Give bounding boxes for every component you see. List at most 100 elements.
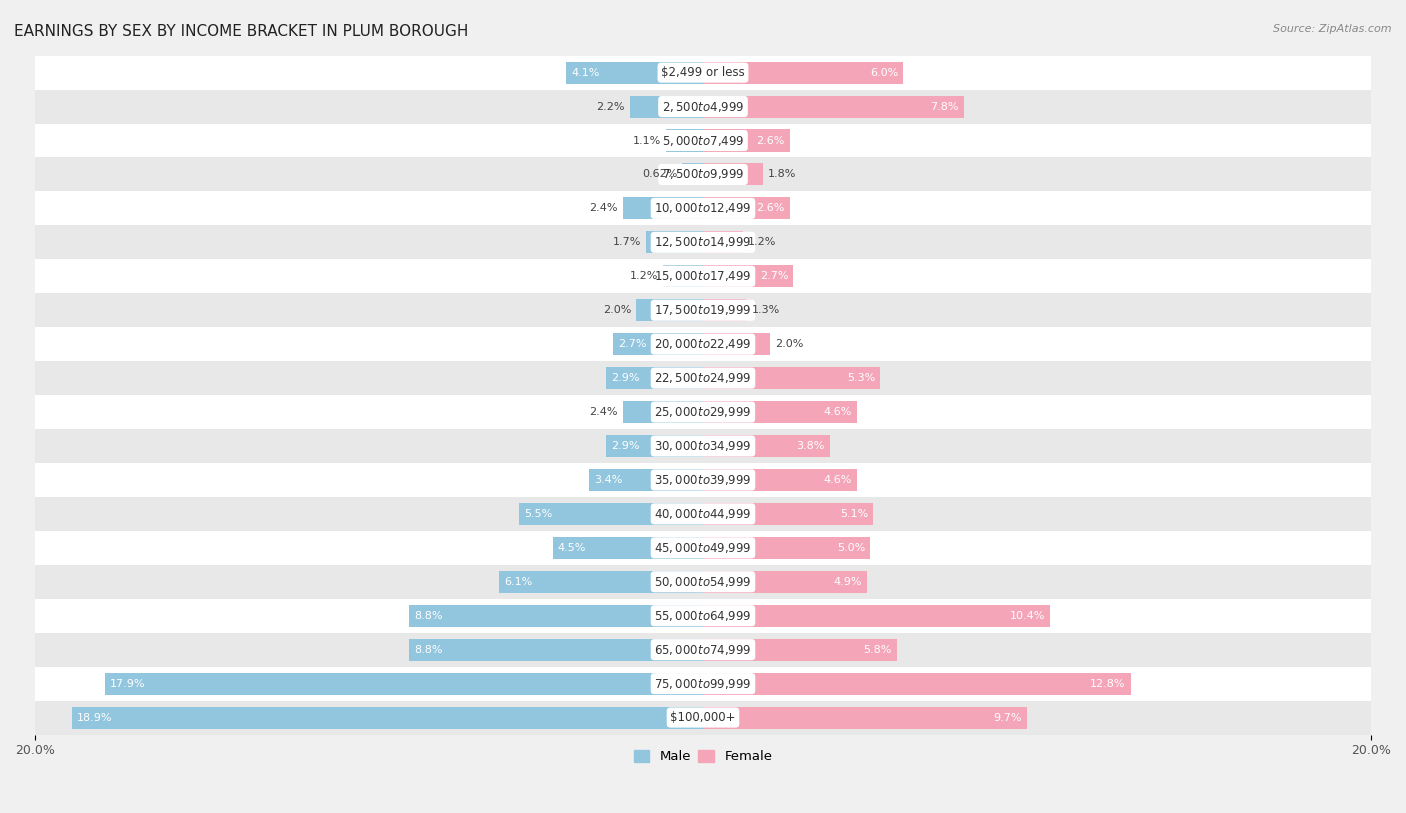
Text: 5.5%: 5.5% [524, 509, 553, 519]
Bar [703, 163, 763, 185]
Text: $20,000 to $22,499: $20,000 to $22,499 [654, 337, 752, 351]
Bar [589, 469, 703, 491]
Bar [703, 605, 1050, 627]
Bar [703, 198, 790, 220]
Bar [703, 299, 747, 321]
Text: 7.8%: 7.8% [929, 102, 959, 111]
Bar [35, 124, 1371, 158]
Text: $30,000 to $34,999: $30,000 to $34,999 [654, 439, 752, 453]
Bar [35, 327, 1371, 361]
Bar [35, 395, 1371, 429]
Bar [703, 672, 1130, 694]
Bar [35, 158, 1371, 191]
Bar [636, 299, 703, 321]
Bar [35, 259, 1371, 293]
Bar [499, 571, 703, 593]
Bar [703, 639, 897, 661]
Text: $10,000 to $12,499: $10,000 to $12,499 [654, 202, 752, 215]
Bar [623, 401, 703, 423]
Bar [409, 605, 703, 627]
Bar [703, 129, 790, 151]
Text: 4.5%: 4.5% [558, 543, 586, 553]
Bar [703, 333, 770, 355]
Bar [567, 62, 703, 84]
Text: $2,499 or less: $2,499 or less [661, 66, 745, 79]
Bar [105, 672, 703, 694]
Text: $22,500 to $24,999: $22,500 to $24,999 [654, 371, 752, 385]
Legend: Male, Female: Male, Female [628, 745, 778, 768]
Text: $15,000 to $17,499: $15,000 to $17,499 [654, 269, 752, 283]
Text: EARNINGS BY SEX BY INCOME BRACKET IN PLUM BOROUGH: EARNINGS BY SEX BY INCOME BRACKET IN PLU… [14, 24, 468, 39]
Bar [35, 701, 1371, 734]
Text: $5,000 to $7,499: $5,000 to $7,499 [662, 133, 744, 147]
Bar [519, 503, 703, 525]
Bar [35, 89, 1371, 124]
Text: 4.6%: 4.6% [824, 475, 852, 485]
Text: 2.4%: 2.4% [589, 407, 617, 417]
Text: $25,000 to $29,999: $25,000 to $29,999 [654, 405, 752, 419]
Text: 2.6%: 2.6% [756, 203, 785, 213]
Text: $17,500 to $19,999: $17,500 to $19,999 [654, 303, 752, 317]
Text: 17.9%: 17.9% [110, 679, 146, 689]
Text: 0.62%: 0.62% [643, 169, 678, 180]
Bar [703, 571, 866, 593]
Bar [613, 333, 703, 355]
Text: 1.2%: 1.2% [748, 237, 776, 247]
Text: 2.7%: 2.7% [617, 339, 647, 349]
Text: 5.8%: 5.8% [863, 645, 891, 654]
Bar [666, 129, 703, 151]
Bar [703, 706, 1026, 728]
Bar [647, 232, 703, 254]
Text: $2,500 to $4,999: $2,500 to $4,999 [662, 99, 744, 114]
Text: 3.4%: 3.4% [595, 475, 623, 485]
Text: Source: ZipAtlas.com: Source: ZipAtlas.com [1274, 24, 1392, 34]
Text: $35,000 to $39,999: $35,000 to $39,999 [654, 473, 752, 487]
Text: $65,000 to $74,999: $65,000 to $74,999 [654, 642, 752, 657]
Text: 5.1%: 5.1% [841, 509, 869, 519]
Text: 2.9%: 2.9% [612, 373, 640, 383]
Text: 2.2%: 2.2% [596, 102, 624, 111]
Bar [35, 463, 1371, 497]
Bar [35, 497, 1371, 531]
Text: 1.3%: 1.3% [751, 305, 780, 315]
Text: 8.8%: 8.8% [413, 645, 443, 654]
Text: $7,500 to $9,999: $7,500 to $9,999 [662, 167, 744, 181]
Bar [606, 435, 703, 457]
Text: 8.8%: 8.8% [413, 611, 443, 620]
Text: $12,500 to $14,999: $12,500 to $14,999 [654, 235, 752, 250]
Bar [35, 667, 1371, 701]
Text: 1.8%: 1.8% [768, 169, 797, 180]
Bar [703, 96, 963, 118]
Text: 2.7%: 2.7% [759, 272, 789, 281]
Bar [703, 265, 793, 287]
Text: $75,000 to $99,999: $75,000 to $99,999 [654, 676, 752, 690]
Text: 2.4%: 2.4% [589, 203, 617, 213]
Bar [606, 367, 703, 389]
Text: 1.1%: 1.1% [633, 136, 661, 146]
Text: 2.0%: 2.0% [603, 305, 631, 315]
Bar [703, 401, 856, 423]
Text: 4.1%: 4.1% [571, 67, 599, 77]
Text: 12.8%: 12.8% [1090, 679, 1126, 689]
Bar [409, 639, 703, 661]
Text: 6.0%: 6.0% [870, 67, 898, 77]
Bar [703, 469, 856, 491]
Bar [703, 232, 744, 254]
Bar [630, 96, 703, 118]
Text: $45,000 to $49,999: $45,000 to $49,999 [654, 541, 752, 554]
Text: 9.7%: 9.7% [994, 712, 1022, 723]
Bar [703, 435, 830, 457]
Text: 2.9%: 2.9% [612, 441, 640, 451]
Text: 1.2%: 1.2% [630, 272, 658, 281]
Bar [703, 62, 904, 84]
Bar [682, 163, 703, 185]
Text: 5.0%: 5.0% [837, 543, 865, 553]
Text: $40,000 to $44,999: $40,000 to $44,999 [654, 506, 752, 521]
Bar [35, 598, 1371, 633]
Text: 4.9%: 4.9% [834, 576, 862, 587]
Bar [72, 706, 703, 728]
Text: 2.0%: 2.0% [775, 339, 803, 349]
Bar [35, 225, 1371, 259]
Text: 1.7%: 1.7% [613, 237, 641, 247]
Bar [553, 537, 703, 559]
